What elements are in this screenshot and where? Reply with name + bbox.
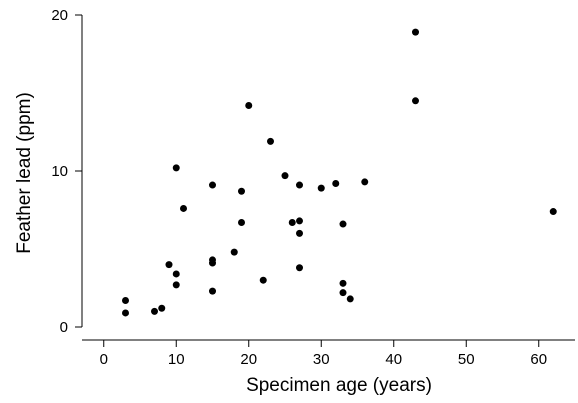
data-point <box>230 248 238 256</box>
x-tick-label: 40 <box>385 351 402 368</box>
data-point <box>281 172 289 180</box>
data-point <box>209 287 216 295</box>
data-point <box>412 28 419 36</box>
x-tick-label: 10 <box>168 351 185 368</box>
x-tick-label: 60 <box>530 351 547 368</box>
data-point <box>238 187 245 195</box>
data-point <box>209 181 216 189</box>
y-tick-label: 0 <box>60 319 68 336</box>
x-axis-ticks: 0 10 20 30 40 50 60 <box>100 340 547 368</box>
data-point <box>245 101 253 109</box>
x-tick-label: 20 <box>240 351 257 368</box>
y-axis-ticks: 0 10 20 <box>51 7 82 336</box>
data-point <box>158 304 166 312</box>
data-point <box>296 229 303 237</box>
y-axis-title: Feather lead (ppm) <box>14 92 35 254</box>
y-tick-label: 20 <box>51 7 68 24</box>
data-point <box>288 218 296 226</box>
data-point <box>209 259 216 267</box>
data-point <box>339 279 347 287</box>
data-point <box>172 270 180 278</box>
plot-area: 0 10 20 30 40 50 60 0 10 20 <box>51 7 575 368</box>
data-point <box>122 309 129 317</box>
x-tick-label: 30 <box>313 351 330 368</box>
data-point <box>296 264 303 272</box>
y-tick-label: 10 <box>51 163 68 180</box>
x-tick-label: 0 <box>100 351 108 368</box>
data-point <box>151 307 158 315</box>
data-point <box>259 276 267 284</box>
data-point <box>296 217 303 225</box>
data-point <box>172 164 180 172</box>
data-point <box>549 208 557 216</box>
data-point <box>267 137 274 145</box>
data-point <box>238 218 245 226</box>
data-point <box>346 295 354 303</box>
data-point <box>332 179 340 187</box>
data-point <box>172 281 180 289</box>
data-point <box>339 289 347 297</box>
data-point <box>361 178 369 186</box>
data-point <box>122 296 129 304</box>
data-points <box>122 28 557 317</box>
data-point <box>180 204 187 212</box>
data-point <box>317 184 325 192</box>
data-point <box>412 97 419 105</box>
x-axis-title: Specimen age (years) <box>246 375 432 396</box>
x-tick-label: 50 <box>458 351 475 368</box>
data-point <box>165 261 173 269</box>
data-point <box>296 181 303 189</box>
data-point <box>339 220 347 228</box>
